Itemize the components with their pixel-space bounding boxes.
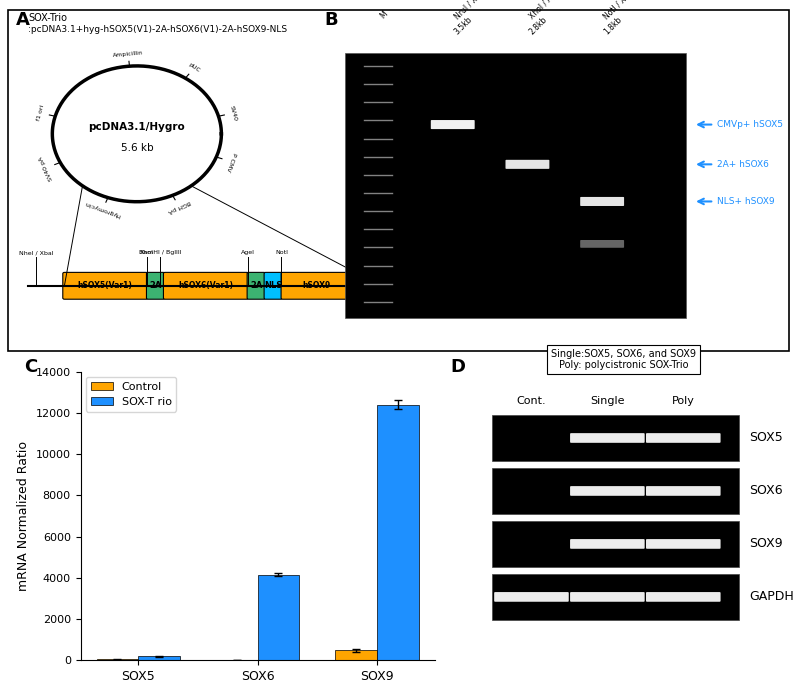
Text: SOX-Trio: SOX-Trio: [28, 12, 67, 23]
Text: 1.8kb: 1.8kb: [602, 15, 624, 36]
Text: XhoI / AgeI :: XhoI / AgeI :: [527, 0, 567, 21]
Text: Cont.: Cont.: [517, 396, 547, 406]
Text: Stop: Stop: [361, 281, 378, 290]
FancyBboxPatch shape: [646, 592, 720, 602]
Text: NotI / XbaI :: NotI / XbaI :: [602, 0, 641, 21]
Bar: [377, 405, 419, 660]
Y-axis label: mRNA Normalized Ratio: mRNA Normalized Ratio: [17, 441, 30, 591]
FancyBboxPatch shape: [646, 433, 720, 443]
Text: GAPDH: GAPDH: [749, 590, 794, 603]
Bar: [258, 575, 299, 660]
Text: 5.6 kb: 5.6 kb: [121, 143, 153, 153]
FancyBboxPatch shape: [646, 539, 720, 549]
Text: 2.8kb: 2.8kb: [527, 15, 549, 36]
FancyBboxPatch shape: [580, 240, 624, 248]
FancyBboxPatch shape: [492, 522, 740, 567]
Text: NheI / XbaI: NheI / XbaI: [19, 250, 54, 255]
FancyBboxPatch shape: [570, 433, 645, 443]
Text: A: A: [16, 11, 30, 29]
Text: M: M: [378, 10, 389, 21]
Text: pcDNA3.1/Hygro: pcDNA3.1/Hygro: [89, 122, 185, 132]
Text: Poly: Poly: [672, 396, 695, 406]
Text: hSOX6(Var1): hSOX6(Var1): [179, 281, 233, 290]
FancyBboxPatch shape: [147, 272, 165, 299]
Text: C: C: [24, 358, 37, 376]
FancyBboxPatch shape: [580, 197, 624, 206]
FancyBboxPatch shape: [345, 53, 686, 318]
FancyBboxPatch shape: [494, 592, 569, 602]
Text: BGH pA: BGH pA: [167, 199, 191, 214]
Text: SOX6: SOX6: [749, 484, 783, 497]
FancyBboxPatch shape: [570, 592, 645, 602]
Text: f1 ori: f1 ori: [36, 105, 45, 122]
Text: B: B: [324, 11, 338, 29]
Text: Hygromycin: Hygromycin: [84, 200, 122, 218]
Text: pUC: pUC: [188, 63, 200, 74]
Text: 2A: 2A: [250, 281, 262, 290]
Text: SOX5: SOX5: [749, 431, 783, 444]
Text: AgeI: AgeI: [241, 250, 254, 255]
Text: P CMV: P CMV: [225, 151, 237, 171]
Text: 2A+ hSOX6: 2A+ hSOX6: [716, 160, 769, 169]
FancyBboxPatch shape: [247, 272, 266, 299]
Text: 2A: 2A: [150, 281, 162, 290]
FancyBboxPatch shape: [570, 486, 645, 496]
FancyBboxPatch shape: [63, 272, 147, 299]
Text: NruI / XhoI :: NruI / XhoI :: [452, 0, 491, 21]
FancyBboxPatch shape: [492, 469, 740, 514]
FancyBboxPatch shape: [492, 416, 740, 461]
Text: SOX9: SOX9: [749, 537, 783, 550]
FancyBboxPatch shape: [570, 539, 645, 549]
Text: NLS+ hSOX9: NLS+ hSOX9: [716, 197, 774, 206]
FancyBboxPatch shape: [163, 272, 248, 299]
Text: 3.5kb: 3.5kb: [452, 15, 474, 36]
Text: hSOX9: hSOX9: [303, 281, 331, 290]
Bar: [138, 656, 180, 660]
Text: Single:SOX5, SOX6, and SOX9
Poly: polycistronic SOX-Trio: Single:SOX5, SOX6, and SOX9 Poly: polyci…: [551, 349, 696, 370]
FancyBboxPatch shape: [646, 486, 720, 496]
Text: BamHI / BglIII: BamHI / BglIII: [138, 250, 181, 255]
Text: Ampicillin: Ampicillin: [113, 50, 143, 58]
Text: NLS: NLS: [264, 281, 283, 290]
FancyBboxPatch shape: [356, 277, 384, 294]
FancyBboxPatch shape: [492, 574, 740, 620]
FancyBboxPatch shape: [264, 272, 283, 299]
FancyBboxPatch shape: [506, 160, 549, 169]
Text: D: D: [451, 358, 466, 376]
Text: NotI: NotI: [275, 250, 288, 255]
FancyBboxPatch shape: [281, 272, 353, 299]
Text: CMVp+ hSOX5: CMVp+ hSOX5: [716, 120, 782, 129]
FancyBboxPatch shape: [431, 120, 475, 129]
Text: hSOX5(Var1): hSOX5(Var1): [78, 281, 133, 290]
Text: SV40: SV40: [229, 105, 237, 122]
Text: :pcDNA3.1+hyg-hSOX5(V1)-2A-hSOX6(V1)-2A-hSOX9-NLS: :pcDNA3.1+hyg-hSOX5(V1)-2A-hSOX6(V1)-2A-…: [28, 25, 287, 34]
Legend: Control, SOX-T rio: Control, SOX-T rio: [86, 377, 176, 411]
Text: SV40 pA: SV40 pA: [39, 155, 54, 181]
Text: Single: Single: [590, 396, 625, 406]
Text: XbaI: XbaI: [363, 250, 377, 255]
Bar: [335, 650, 377, 660]
Text: XhoI: XhoI: [140, 250, 154, 255]
Bar: [97, 659, 138, 660]
